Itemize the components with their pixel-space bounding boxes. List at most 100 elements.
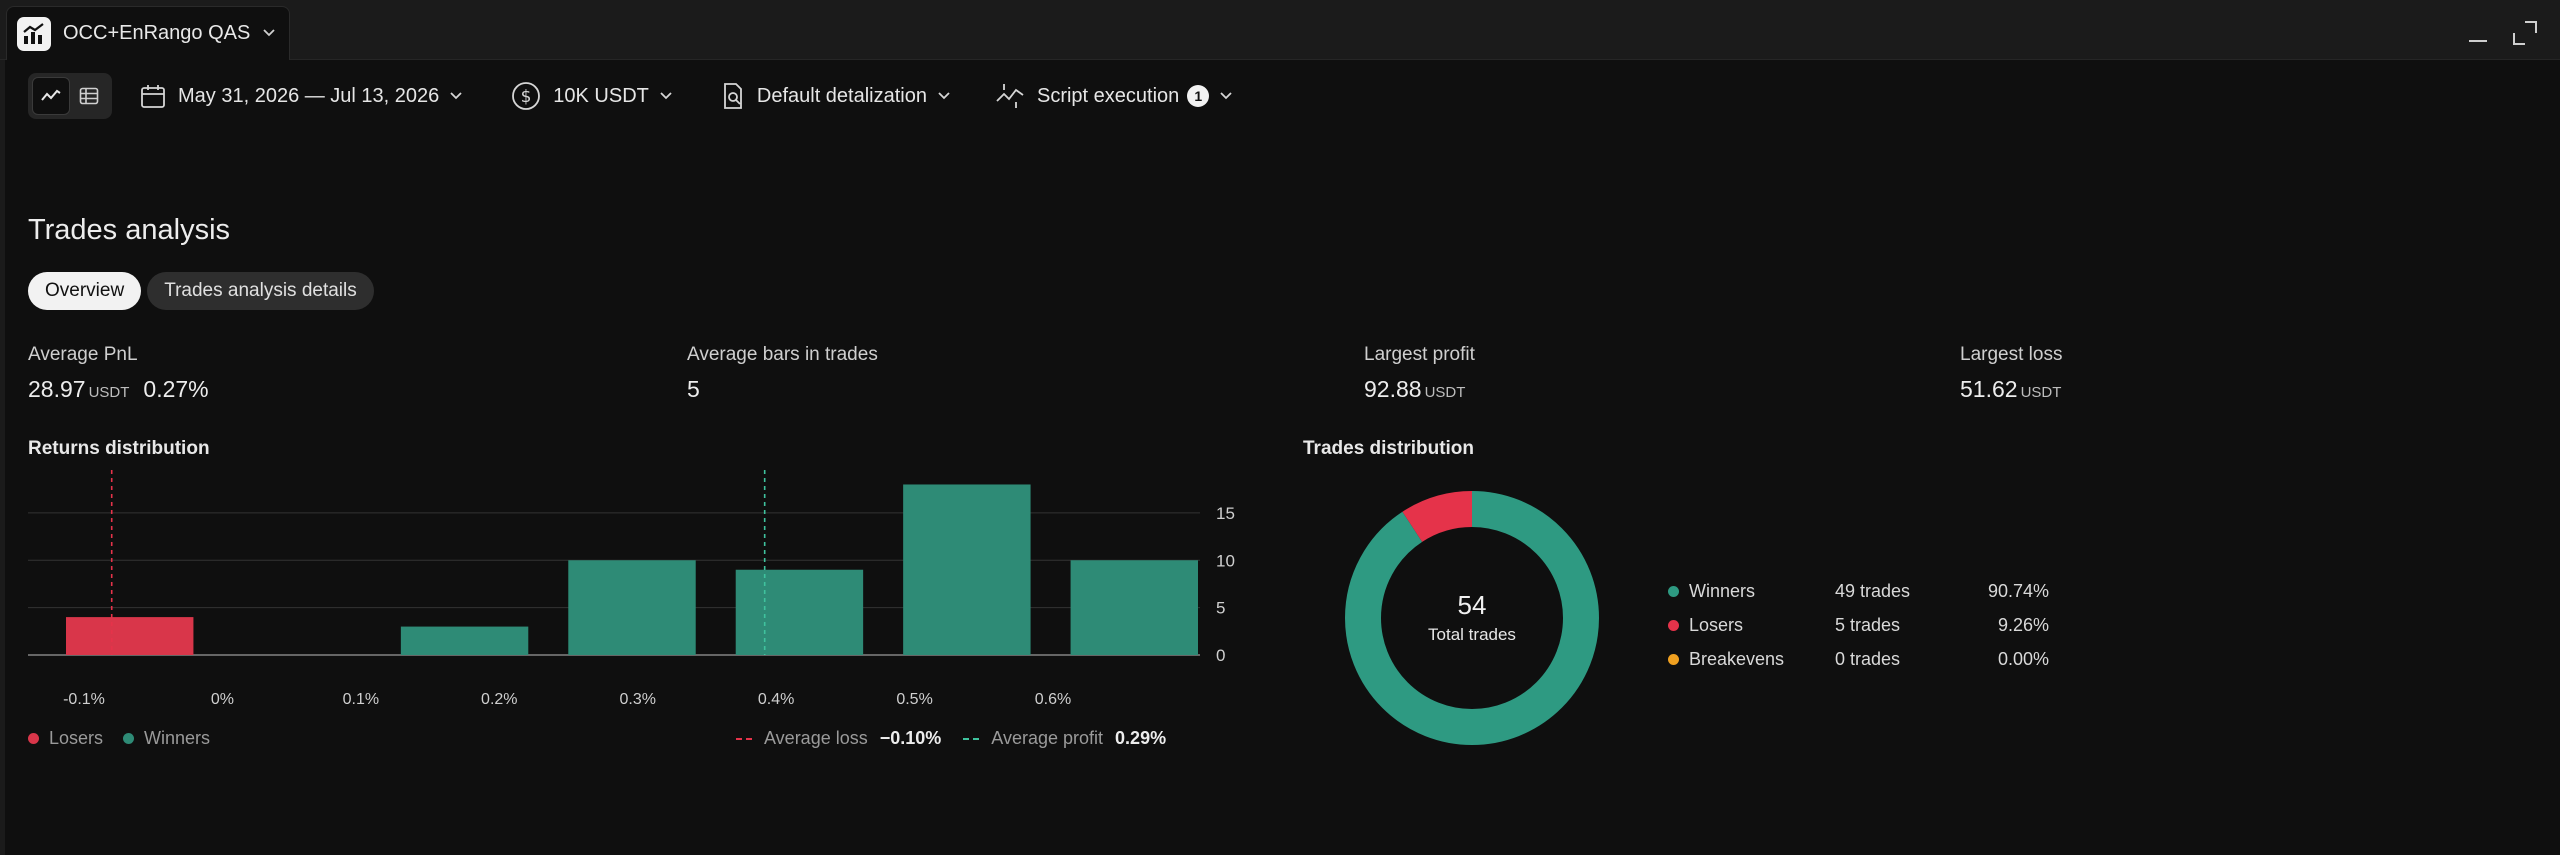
window-tab-bar: OCC+EnRango QAS bbox=[0, 0, 2560, 60]
y-tick-label: 15 bbox=[1216, 504, 1235, 523]
stat-average-bars: Average bars in trades 5 bbox=[687, 344, 878, 403]
breakevens-dot bbox=[1668, 653, 1679, 665]
script-execution-selector[interactable]: Script execution 1 bbox=[995, 81, 1233, 111]
chart-app-icon bbox=[17, 16, 51, 51]
legend-name: Winners bbox=[1689, 580, 1756, 601]
loser-bar bbox=[66, 617, 194, 655]
stat-label: Average bars in trades bbox=[687, 344, 878, 365]
y-tick-label: 0 bbox=[1216, 646, 1225, 665]
stat-value: 92.88 USDT bbox=[1364, 376, 1475, 403]
losers-dot bbox=[1668, 619, 1679, 631]
legend-row-winners: Winners 49 trades 90.74% bbox=[1668, 574, 2049, 608]
tab-overview[interactable]: Overview bbox=[28, 272, 142, 310]
legend-trades: 0 trades bbox=[1835, 648, 1901, 669]
losers-legend-dot bbox=[28, 733, 39, 744]
chevron-down-icon bbox=[659, 91, 673, 101]
tab-title: OCC+EnRango QAS bbox=[63, 22, 251, 44]
x-tick-label: 0.3% bbox=[619, 691, 655, 708]
stat-unit: USDT bbox=[88, 384, 130, 401]
stat-largest-loss: Largest loss 51.62 USDT bbox=[1960, 344, 2062, 403]
legend-name: Breakevens bbox=[1689, 648, 1785, 669]
document-search-icon bbox=[721, 81, 745, 111]
section-tabs: Overview Trades analysis details bbox=[28, 272, 380, 310]
winners-dot bbox=[1668, 585, 1679, 597]
returns-series-legend: Losers Winners bbox=[28, 728, 210, 749]
stat-value: 28.97 USDT 0.27% bbox=[28, 376, 209, 403]
x-tick-label: 0.4% bbox=[758, 691, 794, 708]
chevron-down-icon bbox=[1219, 91, 1233, 101]
stat-average-pnl: Average PnL 28.97 USDT 0.27% bbox=[28, 344, 209, 403]
donut-slice-losers bbox=[1345, 491, 1599, 745]
stat-label: Largest loss bbox=[1960, 344, 2063, 365]
legend-trades: 5 trades bbox=[1835, 614, 1901, 635]
legend-name: Losers bbox=[1689, 614, 1744, 635]
y-tick-label: 10 bbox=[1216, 551, 1235, 570]
capital-selector[interactable]: $ 10K USDT bbox=[511, 81, 673, 111]
losers-legend-label: Losers bbox=[49, 728, 104, 748]
average-profit-line-swatch bbox=[963, 737, 980, 740]
trades-donut-chart bbox=[1345, 491, 1599, 745]
document-tab[interactable]: OCC+EnRango QAS bbox=[6, 6, 290, 60]
maximize-icon[interactable] bbox=[2510, 18, 2540, 48]
stat-unit: USDT bbox=[2020, 384, 2062, 401]
winner-bar bbox=[1070, 560, 1198, 655]
legend-trades: 49 trades bbox=[1835, 580, 1911, 601]
view-toggle bbox=[28, 73, 112, 119]
legend-percent: 90.74% bbox=[1987, 580, 2049, 601]
detalization-selector[interactable]: Default detalization bbox=[721, 81, 951, 111]
donut-center: 54 Total trades bbox=[1344, 590, 1600, 645]
stat-value: 5 bbox=[687, 376, 700, 402]
y-tick-label: 5 bbox=[1216, 599, 1225, 618]
stat-label: Largest profit bbox=[1364, 344, 1475, 365]
returns-distribution-chart: 0 5 10 15 -0.1% 0% 0.1% 0.2% 0.3% 0.4% 0.5% 0.6% bbox=[28, 470, 1235, 708]
legend-row-losers: Losers 5 trades 9.26% bbox=[1668, 608, 2049, 642]
stat-largest-profit: Largest profit 92.88 USDT bbox=[1364, 344, 1475, 403]
winners-legend-dot bbox=[123, 733, 135, 744]
chevron-down-icon[interactable] bbox=[262, 25, 276, 43]
x-tick-label: 0.2% bbox=[481, 691, 517, 708]
legend-percent: 0.00% bbox=[1997, 648, 2049, 669]
winner-bar bbox=[903, 484, 1031, 655]
dollar-icon: $ bbox=[511, 81, 541, 111]
count-badge: 1 bbox=[1187, 85, 1210, 107]
stat-number: 92.88 bbox=[1364, 376, 1422, 402]
returns-distribution-title: Returns distribution bbox=[28, 438, 210, 459]
script-execution-label: Script execution bbox=[1036, 84, 1180, 107]
returns-average-legend: Average loss −0.10% Average profit 0.29% bbox=[736, 728, 1166, 749]
chart-view-button[interactable] bbox=[32, 77, 70, 115]
table-icon bbox=[79, 87, 99, 105]
winners-legend-label: Winners bbox=[144, 728, 211, 748]
minimize-icon[interactable] bbox=[2463, 18, 2493, 48]
chevron-down-icon bbox=[937, 91, 951, 101]
stat-unit: USDT bbox=[1424, 384, 1466, 401]
window-frame bbox=[0, 60, 5, 855]
capital-label: 10K USDT bbox=[553, 84, 649, 107]
date-range-selector[interactable]: May 31, 2026 — Jul 13, 2026 bbox=[140, 83, 463, 109]
svg-text:$: $ bbox=[521, 87, 532, 107]
average-loss-value: −0.10% bbox=[879, 728, 942, 748]
x-tick-label: -0.1% bbox=[63, 691, 105, 708]
date-range-label: May 31, 2026 — Jul 13, 2026 bbox=[178, 84, 440, 107]
trades-distribution-title: Trades distribution bbox=[1303, 438, 1475, 459]
script-signal-icon bbox=[995, 81, 1025, 111]
stat-number: 51.62 bbox=[1960, 376, 2018, 402]
winner-bar bbox=[400, 626, 529, 655]
x-tick-label: 0.1% bbox=[343, 691, 379, 708]
total-trades-label: Total trades bbox=[1428, 625, 1516, 644]
stat-percent: 0.27% bbox=[143, 376, 209, 402]
legend-row-breakevens: Breakevens 0 trades 0.00% bbox=[1668, 642, 2049, 676]
detalization-label: Default detalization bbox=[756, 84, 927, 107]
trades-distribution-legend: Winners 49 trades 90.74% Losers 5 trades… bbox=[1668, 574, 2049, 676]
tab-trades-analysis-details[interactable]: Trades analysis details bbox=[147, 272, 374, 310]
chevron-down-icon bbox=[449, 91, 463, 101]
table-view-button[interactable] bbox=[70, 77, 108, 115]
toolbar: May 31, 2026 — Jul 13, 2026 $ 10K USDT D… bbox=[28, 72, 1233, 120]
x-tick-label: 0.5% bbox=[896, 691, 932, 708]
x-tick-label: 0% bbox=[211, 691, 234, 708]
legend-percent: 9.26% bbox=[1997, 614, 2049, 635]
winner-bar bbox=[568, 560, 696, 655]
average-profit-label: Average profit bbox=[991, 728, 1104, 748]
section-title: Trades analysis bbox=[28, 214, 231, 246]
winner-bar bbox=[735, 569, 864, 655]
average-profit-value: 0.29% bbox=[1115, 728, 1167, 748]
